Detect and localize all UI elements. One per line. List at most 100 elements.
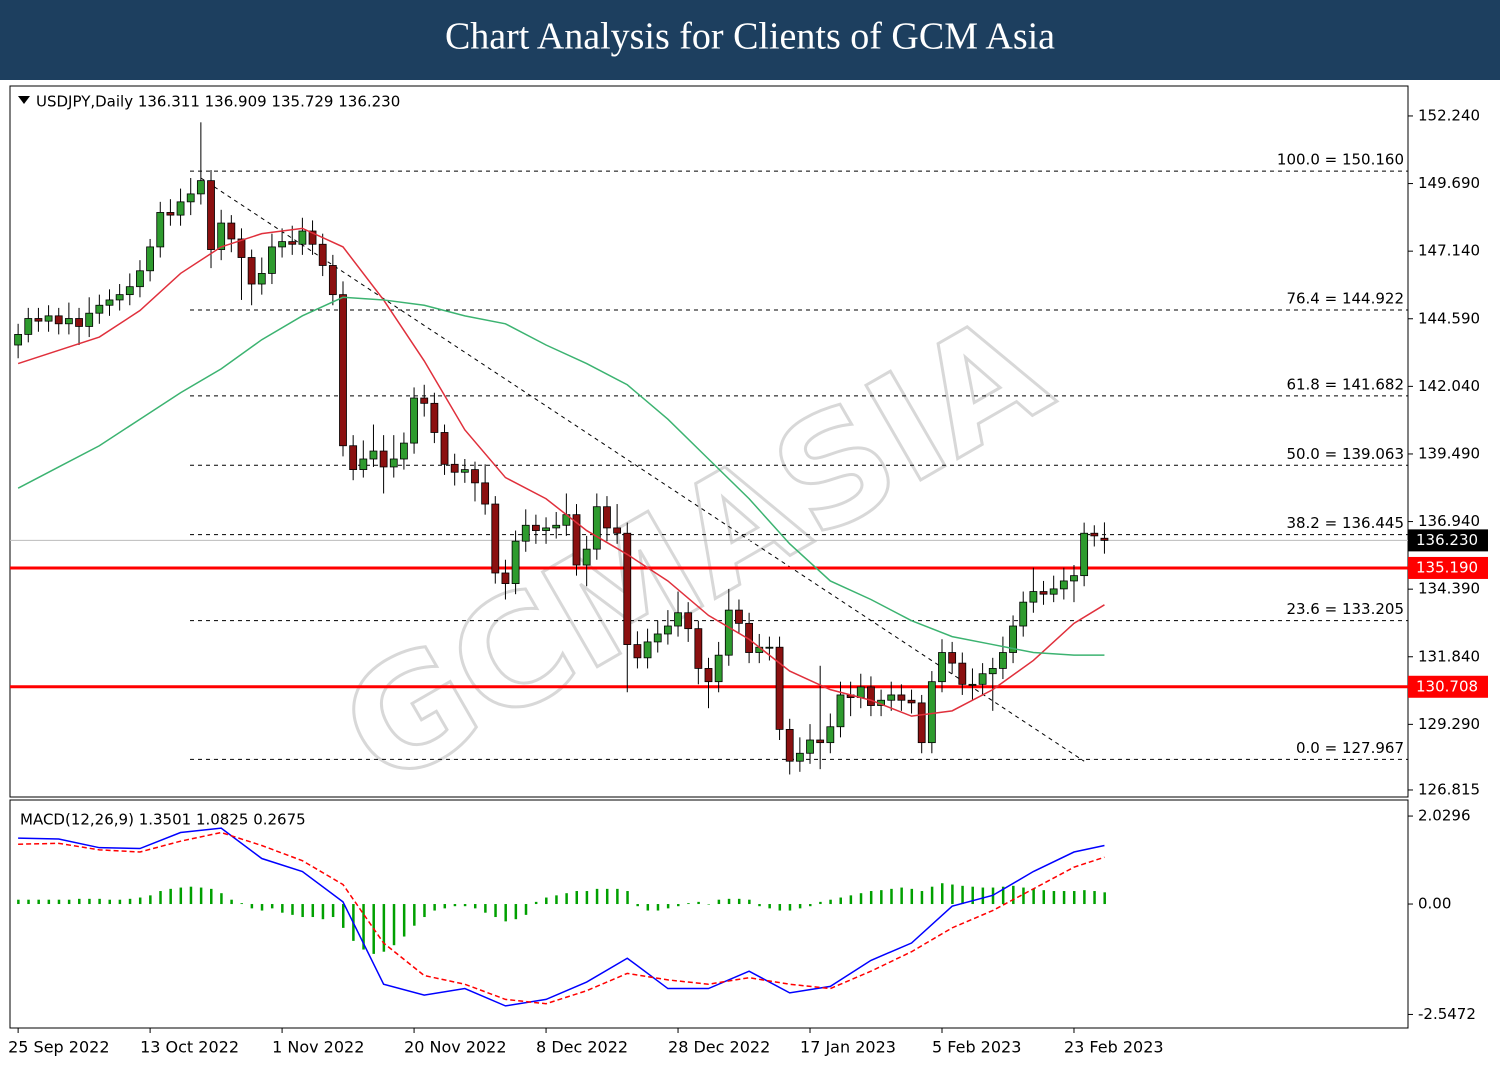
- histogram-bar: [27, 899, 30, 905]
- x-tick-label: 1 Nov 2022: [272, 1038, 364, 1057]
- candle-body: [136, 270, 144, 288]
- candle-body: [867, 686, 875, 706]
- histogram-bar: [463, 904, 467, 907]
- histogram-bar: [859, 893, 863, 905]
- candle-body: [836, 694, 845, 728]
- candle-body: [856, 686, 865, 698]
- candle-body: [887, 694, 896, 701]
- candle-body: [85, 312, 94, 327]
- histogram-bar: [555, 895, 558, 905]
- candle-body: [653, 633, 662, 643]
- histogram-bar: [656, 904, 660, 911]
- candle-body: [146, 246, 155, 272]
- y-tick-label: -2.5472: [1418, 1005, 1476, 1023]
- histogram-bar: [971, 886, 974, 905]
- histogram-bar: [118, 899, 122, 905]
- candle-body: [613, 527, 622, 534]
- candle-body: [907, 699, 916, 704]
- candle-body: [450, 463, 459, 473]
- y-tick-label: 142.040: [1418, 377, 1480, 395]
- candle-body: [400, 442, 408, 460]
- current-price-tag: [1408, 529, 1488, 552]
- candle-body: [674, 612, 682, 627]
- candle-body: [44, 315, 53, 322]
- candle-body: [217, 222, 226, 250]
- x-tick-label: 20 Nov 2022: [404, 1038, 506, 1057]
- candle-body: [64, 318, 73, 325]
- fib-label: 76.4 = 144.922: [1286, 289, 1404, 307]
- candle-body: [999, 652, 1007, 669]
- candle-body: [1090, 532, 1099, 537]
- candle-body: [1100, 537, 1109, 541]
- histogram-bar: [88, 898, 91, 905]
- candle-body: [156, 212, 165, 248]
- candle-body: [1009, 625, 1017, 653]
- candle-body: [765, 646, 774, 649]
- histogram-bar: [159, 891, 162, 905]
- candle-body: [95, 304, 104, 314]
- candle-body: [460, 469, 469, 473]
- candle-body: [379, 450, 388, 468]
- histogram-bar: [57, 899, 61, 905]
- histogram-bar: [697, 901, 700, 905]
- histogram-bar: [819, 901, 822, 905]
- candle-body: [1039, 591, 1048, 595]
- y-tick-label: 149.690: [1418, 174, 1480, 192]
- candle-body: [237, 238, 246, 258]
- histogram-bar: [1001, 886, 1005, 905]
- histogram-bar: [798, 904, 802, 909]
- candle-body: [927, 681, 936, 744]
- candle-body: [785, 728, 794, 762]
- candle-body: [1059, 580, 1068, 590]
- histogram-bar: [1012, 885, 1015, 905]
- candle-body: [339, 294, 347, 447]
- histogram-bar: [545, 897, 548, 905]
- histogram-bar: [311, 904, 315, 918]
- candle-body: [207, 180, 215, 250]
- histogram-bar: [646, 904, 650, 911]
- candle-body: [1070, 575, 1078, 582]
- histogram-bar: [768, 904, 771, 909]
- indicator-line: [17, 296, 1105, 656]
- candle-body: [247, 257, 256, 285]
- histogram-bar: [108, 899, 111, 905]
- indicator-line: [18, 827, 1105, 1007]
- candle-body: [542, 527, 550, 531]
- candle-body: [440, 432, 449, 465]
- histogram-bar: [321, 904, 325, 920]
- trendline: [200, 177, 1085, 762]
- candle-body: [1029, 591, 1038, 603]
- candle-body: [684, 612, 693, 630]
- histogram-bar: [1093, 891, 1096, 905]
- candle-body: [430, 402, 439, 433]
- price-level-label: 135.190: [1416, 558, 1478, 576]
- candle-body: [714, 654, 723, 683]
- candle-body: [552, 524, 561, 529]
- candle-body: [643, 641, 652, 659]
- candle-body: [775, 646, 784, 730]
- histogram-bar: [1062, 891, 1066, 905]
- histogram-bar: [849, 895, 853, 905]
- histogram-bar: [788, 904, 792, 911]
- candle-body: [806, 739, 814, 754]
- histogram-bar: [37, 899, 40, 905]
- header-bar: [0, 0, 1500, 80]
- histogram-bar: [1022, 887, 1025, 905]
- collapse-arrow: [18, 96, 30, 104]
- candle-body: [227, 222, 236, 240]
- y-tick-label: 0.00: [1418, 895, 1451, 913]
- indicator-line: [17, 227, 1105, 717]
- histogram-bar: [138, 897, 142, 905]
- candle-body: [288, 241, 297, 245]
- candle-body: [318, 243, 327, 266]
- histogram-bar: [240, 903, 243, 905]
- candle-body: [349, 445, 358, 471]
- candle-body: [298, 230, 307, 245]
- histogram-bar: [149, 895, 152, 905]
- candle-body: [471, 469, 479, 484]
- candle-body: [521, 524, 530, 542]
- histogram-bar: [1083, 890, 1086, 905]
- histogram-bar: [585, 891, 589, 905]
- histogram-bar: [727, 898, 731, 905]
- histogram-bar: [494, 904, 497, 918]
